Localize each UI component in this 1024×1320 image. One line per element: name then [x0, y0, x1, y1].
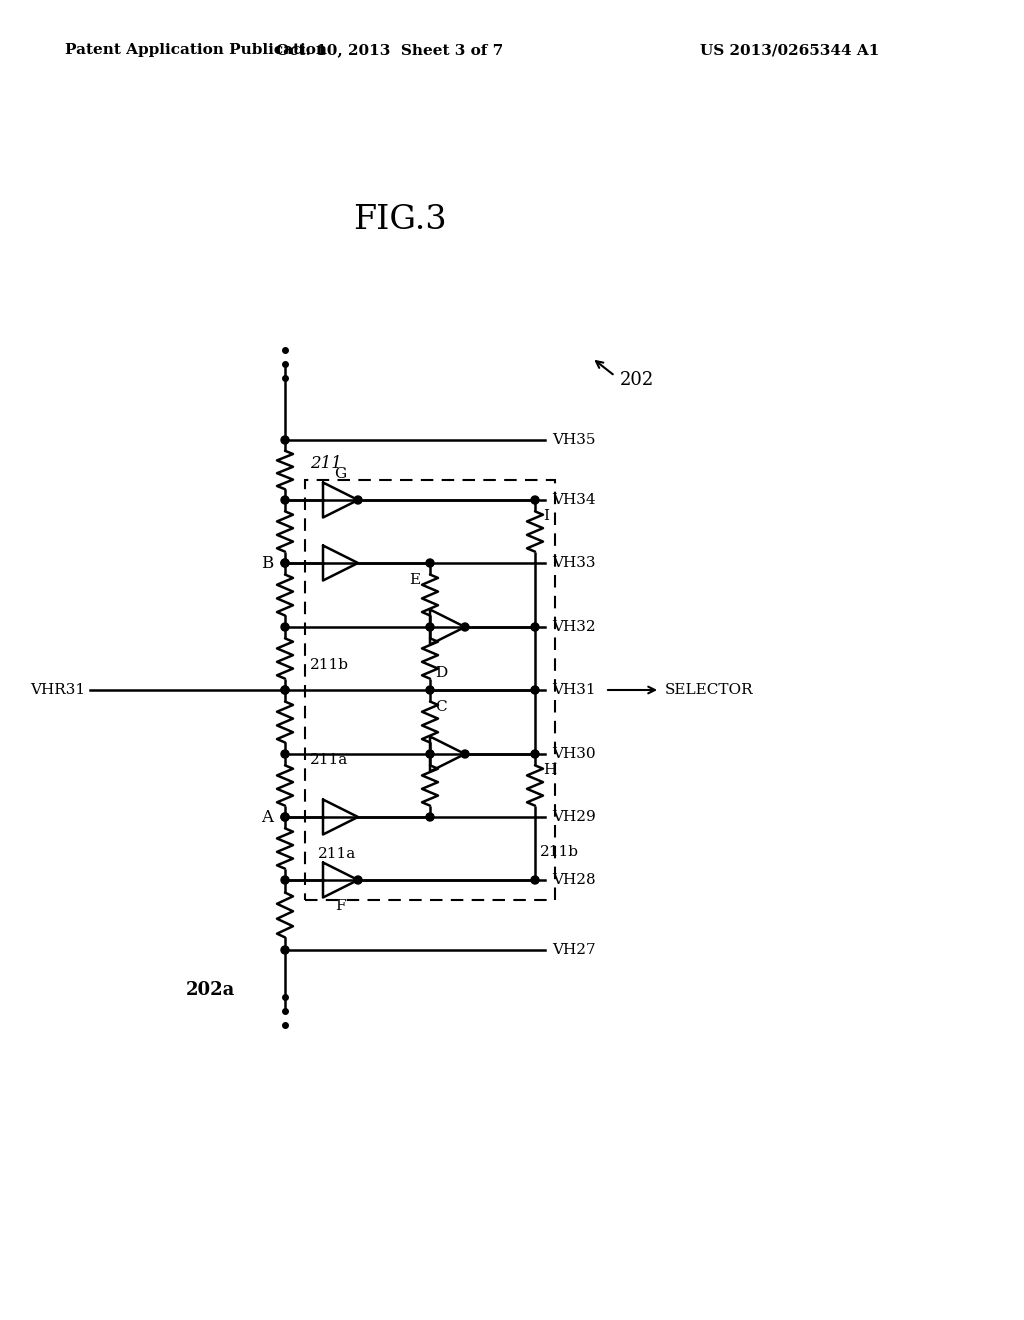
Text: VH31: VH31	[552, 682, 596, 697]
Text: F: F	[335, 899, 346, 913]
Circle shape	[531, 623, 539, 631]
Text: G: G	[335, 467, 347, 480]
Text: VHR31: VHR31	[30, 682, 85, 697]
Text: H: H	[543, 763, 556, 777]
Text: E: E	[409, 573, 420, 587]
Text: VH32: VH32	[552, 620, 596, 634]
Circle shape	[281, 750, 289, 758]
Circle shape	[281, 496, 289, 504]
Text: A: A	[261, 808, 273, 825]
Circle shape	[281, 623, 289, 631]
Circle shape	[281, 686, 289, 694]
Circle shape	[281, 813, 289, 821]
Circle shape	[281, 436, 289, 444]
Text: VH27: VH27	[552, 942, 596, 957]
Bar	[305, 480, 555, 900]
Text: 211b: 211b	[310, 657, 349, 672]
Text: 202: 202	[620, 371, 654, 389]
Text: 211a: 211a	[310, 752, 348, 767]
Text: Patent Application Publication: Patent Application Publication	[65, 44, 327, 57]
Circle shape	[281, 813, 289, 821]
Text: US 2013/0265344 A1: US 2013/0265344 A1	[700, 44, 880, 57]
Circle shape	[531, 876, 539, 884]
Text: VH34: VH34	[552, 492, 596, 507]
Circle shape	[461, 623, 469, 631]
Circle shape	[426, 558, 434, 568]
Text: B: B	[261, 554, 273, 572]
Text: VH33: VH33	[552, 556, 596, 570]
Circle shape	[426, 813, 434, 821]
Circle shape	[426, 686, 434, 694]
Circle shape	[281, 876, 289, 884]
Text: FIG.3: FIG.3	[353, 205, 446, 236]
Text: 211b: 211b	[540, 845, 579, 859]
Circle shape	[531, 750, 539, 758]
Circle shape	[426, 750, 434, 758]
Circle shape	[426, 623, 434, 631]
Text: 202a: 202a	[185, 981, 234, 999]
Circle shape	[281, 946, 289, 954]
Circle shape	[281, 686, 289, 694]
Circle shape	[354, 876, 362, 884]
Circle shape	[531, 496, 539, 504]
Text: VH29: VH29	[552, 810, 596, 824]
Text: 211: 211	[310, 455, 342, 473]
Text: SELECTOR: SELECTOR	[665, 682, 754, 697]
Text: I: I	[543, 510, 549, 524]
Text: VH28: VH28	[552, 873, 596, 887]
Circle shape	[281, 558, 289, 568]
Circle shape	[281, 558, 289, 568]
Text: C: C	[435, 700, 446, 714]
Text: VH35: VH35	[552, 433, 596, 447]
Circle shape	[531, 686, 539, 694]
Text: VH30: VH30	[552, 747, 596, 762]
Circle shape	[461, 750, 469, 758]
Text: 211a: 211a	[317, 847, 356, 861]
Text: D: D	[435, 667, 447, 680]
Circle shape	[354, 496, 362, 504]
Text: Oct. 10, 2013  Sheet 3 of 7: Oct. 10, 2013 Sheet 3 of 7	[276, 44, 504, 57]
